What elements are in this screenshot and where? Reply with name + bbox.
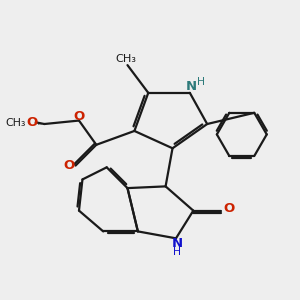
Text: CH₃: CH₃	[115, 54, 136, 64]
Text: O: O	[64, 159, 75, 172]
Text: N: N	[172, 237, 183, 250]
Text: N: N	[186, 80, 197, 93]
Text: CH₃: CH₃	[6, 118, 26, 128]
Text: H: H	[197, 77, 205, 88]
Text: H: H	[173, 247, 181, 257]
Text: O: O	[27, 116, 38, 129]
Text: O: O	[74, 110, 85, 123]
Text: methyl: methyl	[38, 123, 43, 124]
Text: O: O	[223, 202, 234, 215]
